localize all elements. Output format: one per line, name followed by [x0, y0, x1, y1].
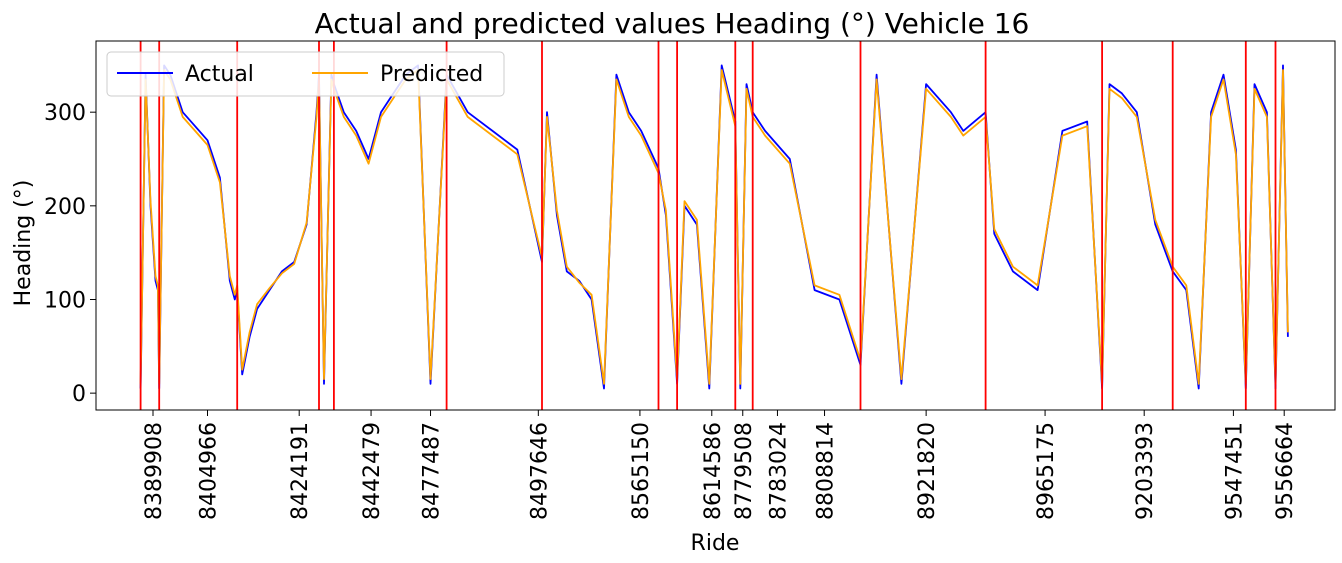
legend-label-actual: Actual	[185, 62, 254, 87]
x-tick-label: 8442479	[360, 422, 385, 520]
series-line-actual	[139, 64, 1289, 390]
legend-box	[106, 51, 505, 97]
y-tick-label: 200	[44, 195, 86, 220]
x-tick-label: 9547451	[1222, 422, 1247, 520]
x-tick-label: 8921820	[915, 422, 940, 520]
y-axis: 0 100 200 300	[44, 101, 96, 407]
ride-boundaries	[139, 41, 1277, 410]
y-tick-label: 300	[44, 101, 86, 126]
y-tick-label: 100	[44, 288, 86, 313]
x-tick-label: 8783024	[766, 422, 791, 520]
x-tick-label: 9556664	[1273, 422, 1298, 520]
x-tick-label: 8965175	[1034, 422, 1059, 520]
plot-area	[139, 41, 1289, 410]
x-axis-label: Ride	[691, 531, 740, 556]
y-axis-label: Heading (°)	[11, 180, 36, 307]
x-tick-label: 8808814	[814, 422, 839, 520]
x-tick-label: 9203393	[1133, 422, 1158, 520]
x-tick-label: 8424191	[288, 422, 313, 520]
x-tick-label: 8389908	[142, 422, 167, 520]
y-tick-label: 0	[72, 382, 86, 407]
x-tick-label: 8614586	[701, 422, 726, 520]
chart-title: Actual and predicted values Heading (°) …	[315, 7, 1030, 40]
x-tick-label: 8497646	[527, 422, 552, 520]
x-tick-label: 8404966	[197, 422, 222, 520]
x-tick-label: 8565150	[629, 422, 654, 520]
legend: Actual Predicted	[106, 51, 505, 97]
x-tick-label: 8477487	[420, 422, 445, 520]
x-axis: 8389908 8404966 8424191 8442479 8477487 84976…	[142, 410, 1298, 520]
legend-label-predicted: Predicted	[380, 62, 483, 87]
x-tick-label: 8779508	[732, 422, 757, 520]
series-line-predicted	[139, 69, 1289, 385]
series-layer	[139, 64, 1289, 390]
plot-frame	[95, 40, 1336, 411]
